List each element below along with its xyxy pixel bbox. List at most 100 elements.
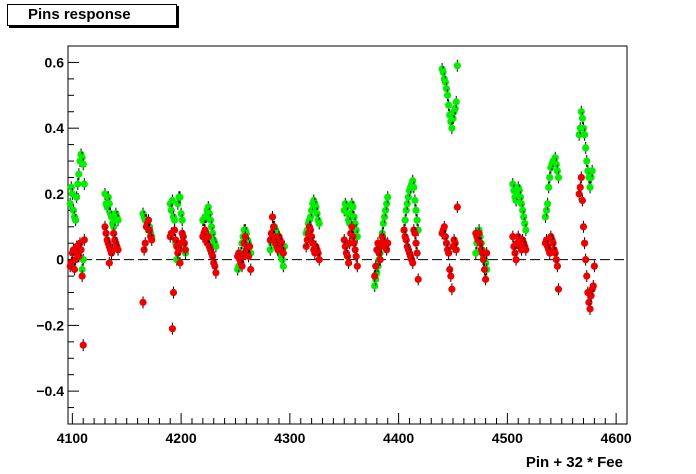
data-point [542, 206, 551, 214]
data-point [447, 272, 455, 280]
data-point [340, 236, 348, 244]
data-point [580, 131, 589, 139]
data-point [180, 239, 188, 247]
data-point [78, 272, 86, 280]
data-point [353, 262, 361, 270]
data-point [379, 219, 387, 228]
data-point [79, 341, 87, 349]
data-point [446, 265, 454, 274]
data-point [170, 216, 179, 224]
data-point [552, 160, 560, 168]
y-tick-label: 0.2 [45, 186, 65, 202]
data-point [204, 203, 212, 211]
data-point [479, 256, 488, 264]
data-point [583, 157, 591, 165]
data-point [371, 272, 379, 280]
data-point [449, 114, 457, 122]
data-point [77, 246, 85, 254]
data-point [168, 196, 177, 205]
data-point [269, 223, 278, 231]
data-point [482, 275, 490, 283]
data-point [549, 239, 557, 247]
data-point [413, 249, 421, 257]
data-point [516, 193, 525, 201]
data-point [384, 193, 392, 201]
data-point [441, 233, 449, 241]
data-point [409, 259, 417, 267]
data-point [586, 183, 594, 191]
data-point [342, 203, 351, 211]
data-point [587, 292, 595, 300]
x-tick-label: 4200 [166, 430, 197, 446]
data-point [172, 236, 180, 244]
data-point [205, 210, 213, 218]
data-point [512, 256, 520, 264]
data-point [517, 200, 526, 208]
y-axis: −0.4 −0.2 0 0.2 0.4 0.6 [36, 45, 79, 425]
data-point [312, 203, 320, 211]
data-point [515, 187, 523, 195]
data-point [168, 325, 177, 333]
data-point [452, 98, 460, 106]
data-point [443, 91, 452, 99]
data-point [170, 226, 179, 234]
data-point [384, 239, 392, 247]
data-point [110, 223, 118, 231]
data-point [579, 223, 588, 231]
data-point [452, 246, 460, 254]
plot-frame [67, 45, 628, 425]
data-point [582, 144, 590, 152]
data-point [371, 282, 379, 290]
data-point [476, 239, 484, 247]
data-point [453, 203, 461, 211]
data-point [509, 180, 517, 188]
data-point [277, 239, 285, 247]
data-point [350, 239, 358, 247]
x-tick-label: 4500 [492, 430, 523, 446]
data-point [279, 249, 287, 257]
data-point [244, 252, 253, 260]
y-tick-label: −0.2 [36, 317, 64, 333]
data-point [520, 213, 528, 221]
data-point [66, 200, 74, 208]
data-point [350, 213, 358, 221]
data-point [315, 256, 323, 264]
data-point [587, 173, 595, 182]
data-point [177, 210, 185, 218]
data-point [575, 190, 583, 198]
data-point [176, 193, 184, 201]
data-point [105, 200, 113, 208]
data-point [144, 216, 153, 224]
data-point [101, 223, 109, 231]
data-point [590, 262, 598, 270]
data-point [212, 269, 220, 277]
data-point [578, 114, 587, 122]
data-point [278, 256, 286, 264]
data-point [204, 233, 212, 241]
data-point [201, 226, 209, 234]
data-point [401, 216, 409, 224]
data-point [209, 252, 217, 260]
data-point [169, 288, 178, 297]
data-point [314, 249, 322, 257]
data-point [207, 223, 216, 231]
data-point [348, 223, 356, 231]
data-point [411, 196, 419, 205]
data-point [554, 285, 563, 293]
data-point [80, 236, 88, 244]
data-point [238, 262, 246, 270]
data-point [509, 233, 517, 241]
data-point [78, 154, 86, 162]
data-point [178, 216, 186, 224]
data-point [576, 183, 584, 191]
data-point [110, 229, 118, 237]
data-point [580, 239, 589, 247]
data-point [70, 265, 79, 274]
data-point [403, 200, 411, 208]
data-point [102, 229, 110, 237]
data-point [74, 180, 82, 188]
data-point [541, 213, 550, 221]
data-point [442, 239, 451, 247]
data-point [383, 200, 391, 208]
data-point [439, 68, 447, 76]
